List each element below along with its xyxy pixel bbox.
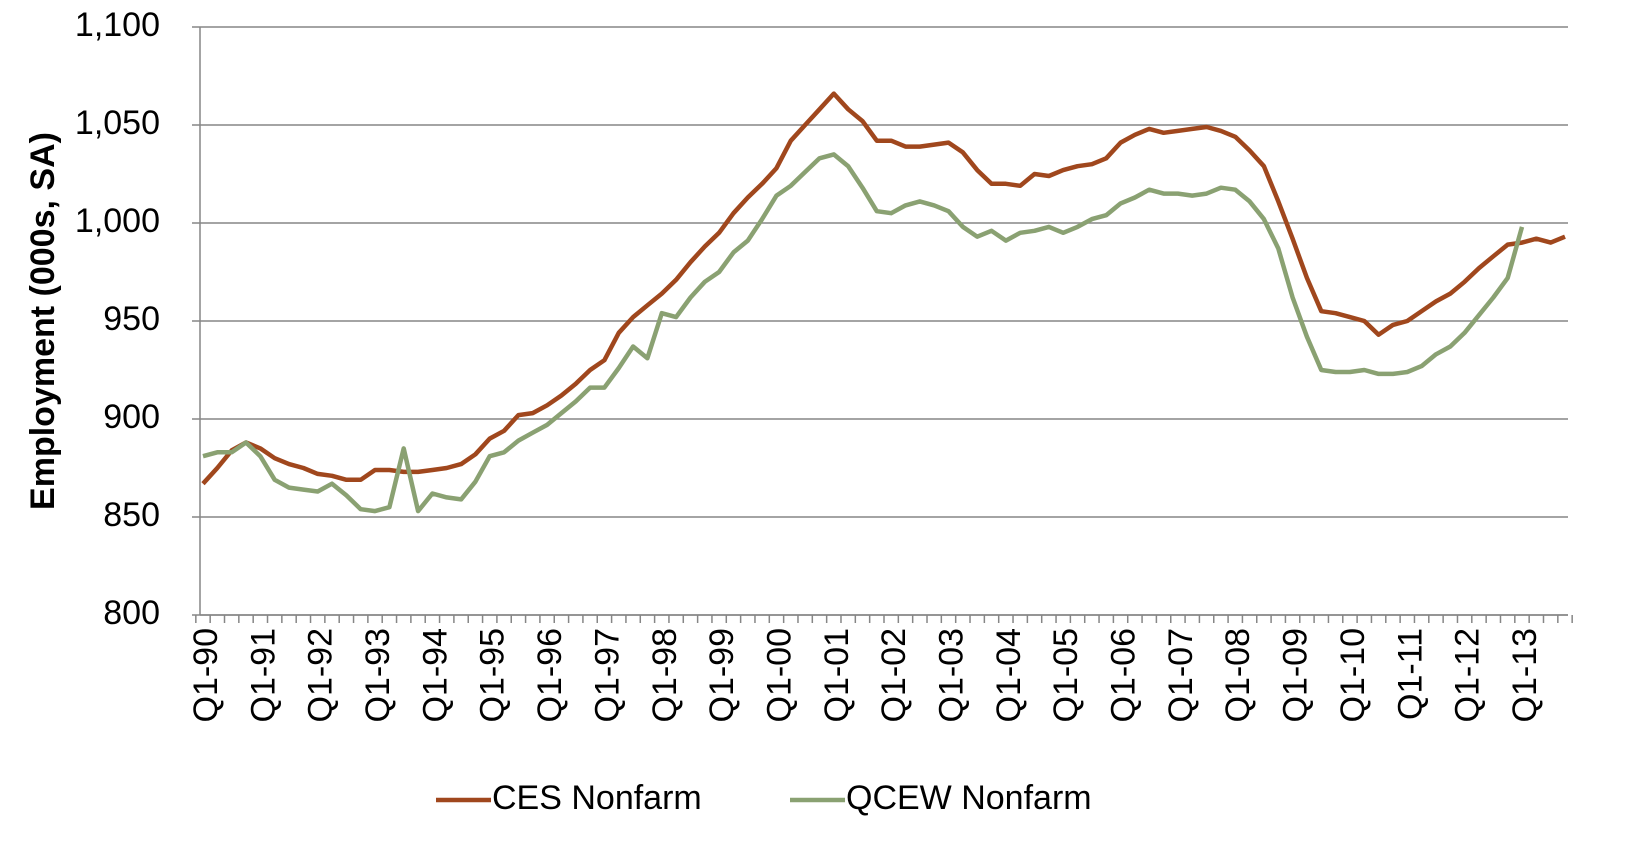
x-tick-label: Q1-05 [1047,628,1085,723]
x-tick-label: Q1-93 [359,628,397,723]
x-tick-label: Q1-94 [416,628,454,723]
x-tick-label: Q1-90 [187,628,225,723]
y-tick-label: 800 [103,594,160,632]
y-tick-label: 850 [103,496,160,534]
y-axis-title: Employment (000s, SA) [24,132,62,510]
y-tick-label: 950 [103,300,160,338]
x-tick-label: Q1-97 [588,628,626,723]
legend-label: CES Nonfarm [492,779,702,817]
x-tick-label: Q1-08 [1219,628,1257,723]
y-tick-label: 1,100 [75,6,160,44]
x-tick-label: Q1-12 [1449,628,1487,723]
x-tick-label: Q1-04 [990,628,1028,723]
x-tick-label: Q1-98 [646,628,684,723]
y-tick-label: 1,000 [75,202,160,240]
y-tick-label: 1,050 [75,104,160,142]
x-tick-label: Q1-03 [933,628,971,723]
y-tick-label: 900 [103,398,160,436]
x-tick-label: Q1-00 [760,628,798,723]
series-line [202,152,1525,514]
x-tick-label: Q1-07 [1162,628,1200,723]
x-tick-label: Q1-99 [703,628,741,723]
x-tick-label: Q1-13 [1506,628,1544,723]
x-tick-label: Q1-01 [818,628,856,723]
x-tick-label: Q1-92 [302,628,340,723]
x-tick-label: Q1-91 [244,628,282,723]
x-tick-label: Q1-09 [1277,628,1315,723]
x-tick-label: Q1-11 [1391,628,1429,720]
x-tick-label: Q1-02 [875,628,913,723]
series-line [201,91,1566,486]
legend-label: QCEW Nonfarm [846,779,1092,817]
x-tick-label: Q1-95 [474,628,512,723]
x-tick-label: Q1-10 [1334,628,1372,723]
x-tick-label: Q1-06 [1105,628,1143,723]
x-tick-label: Q1-96 [531,628,569,723]
